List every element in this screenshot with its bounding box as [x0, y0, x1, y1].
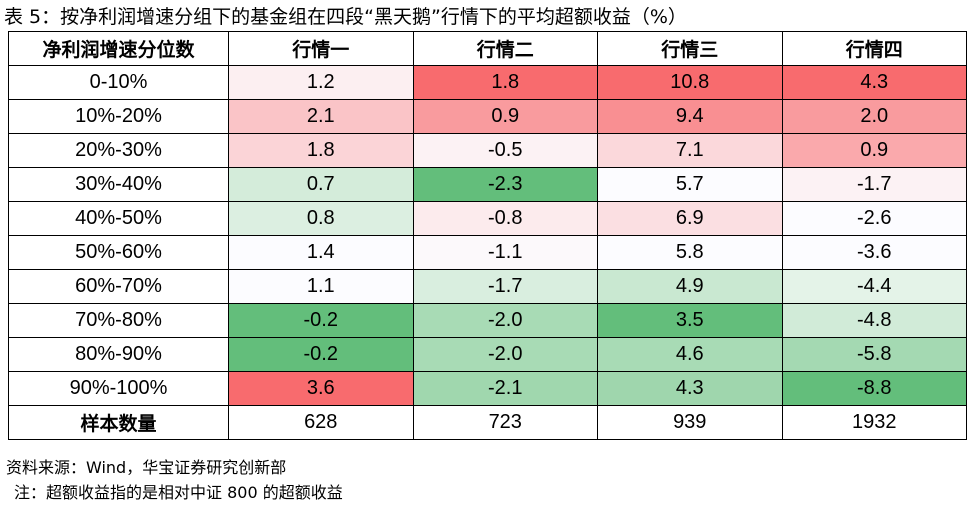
value-cell: 2.1: [228, 99, 414, 134]
value-cell: 7.1: [597, 133, 783, 168]
table-row: 20%-30% 1.8 -0.5 7.1 0.9: [8, 133, 967, 168]
value-cell: 1.8: [228, 133, 414, 168]
value-cell: -5.8: [781, 337, 967, 372]
value-cell: 0.9: [412, 99, 598, 134]
value-cell: -4.4: [781, 269, 967, 304]
value-cell: 2.0: [781, 99, 967, 134]
value-cell: 5.8: [597, 235, 783, 270]
value-cell: 9.4: [597, 99, 783, 134]
table-title: 表 5：按净利润增速分组下的基金组在四段“黑天鹅”行情下的平均超额收益（%）: [4, 6, 687, 28]
table-row: 0-10% 1.2 1.8 10.8 4.3: [8, 65, 967, 100]
value-cell: -0.8: [412, 201, 598, 236]
value-cell: -4.8: [781, 303, 967, 338]
header-market-1: 行情一: [228, 31, 414, 66]
value-cell: -2.3: [412, 167, 598, 202]
value-cell: 3.6: [228, 371, 414, 406]
value-cell: -8.8: [781, 371, 967, 406]
row-label: 90%-100%: [8, 371, 229, 406]
value-cell: -2.1: [412, 371, 598, 406]
table-row: 90%-100% 3.6 -2.1 4.3 -8.8: [8, 371, 967, 406]
table-row: 60%-70% 1.1 -1.7 4.9 -4.4: [8, 269, 967, 304]
table-row: 50%-60% 1.4 -1.1 5.8 -3.6: [8, 235, 967, 270]
value-cell: 1.1: [228, 269, 414, 304]
value-cell: -2.6: [781, 201, 967, 236]
value-cell: -1.7: [412, 269, 598, 304]
row-label: 50%-60%: [8, 235, 229, 270]
row-label: 30%-40%: [8, 167, 229, 202]
value-cell: 4.6: [597, 337, 783, 372]
value-cell: -2.0: [412, 337, 598, 372]
remark-note: 注：超额收益指的是相对中证 800 的超额收益: [14, 483, 343, 502]
sample-count-cell: 723: [412, 405, 598, 440]
value-cell: 4.9: [597, 269, 783, 304]
row-label: 80%-90%: [8, 337, 229, 372]
value-cell: 6.9: [597, 201, 783, 236]
table-row: 70%-80% -0.2 -2.0 3.5 -4.8: [8, 303, 967, 338]
row-label: 10%-20%: [8, 99, 229, 134]
value-cell: 4.3: [597, 371, 783, 406]
header-market-4: 行情四: [781, 31, 967, 66]
table-row: 30%-40% 0.7 -2.3 5.7 -1.7: [8, 167, 967, 202]
row-label: 0-10%: [8, 65, 229, 100]
header-quantile: 净利润增速分位数: [8, 31, 229, 66]
table-header-row: 净利润增速分位数 行情一 行情二 行情三 行情四: [8, 31, 967, 66]
excess-return-table: 净利润增速分位数 行情一 行情二 行情三 行情四 0-10% 1.2 1.8 10.8…: [8, 31, 967, 440]
value-cell: 4.3: [781, 65, 967, 100]
sample-count-row: 样本数量 628 723 939 1932: [8, 405, 967, 440]
value-cell: 1.4: [228, 235, 414, 270]
value-cell: -1.7: [781, 167, 967, 202]
row-label: 40%-50%: [8, 201, 229, 236]
value-cell: 1.2: [228, 65, 414, 100]
value-cell: 1.8: [412, 65, 598, 100]
header-market-2: 行情二: [412, 31, 598, 66]
value-cell: -1.1: [412, 235, 598, 270]
header-market-3: 行情三: [597, 31, 783, 66]
row-label: 20%-30%: [8, 133, 229, 168]
value-cell: 3.5: [597, 303, 783, 338]
value-cell: -0.2: [228, 303, 414, 338]
table-row: 80%-90% -0.2 -2.0 4.6 -5.8: [8, 337, 967, 372]
value-cell: -0.2: [228, 337, 414, 372]
sample-count-cell: 628: [228, 405, 414, 440]
value-cell: 0.9: [781, 133, 967, 168]
value-cell: -3.6: [781, 235, 967, 270]
value-cell: 10.8: [597, 65, 783, 100]
table-row: 40%-50% 0.8 -0.8 6.9 -2.6: [8, 201, 967, 236]
value-cell: 0.7: [228, 167, 414, 202]
sample-count-cell: 1932: [781, 405, 967, 440]
sample-count-cell: 939: [597, 405, 783, 440]
value-cell: 0.8: [228, 201, 414, 236]
value-cell: -2.0: [412, 303, 598, 338]
table-row: 10%-20% 2.1 0.9 9.4 2.0: [8, 99, 967, 134]
row-label: 60%-70%: [8, 269, 229, 304]
row-label: 70%-80%: [8, 303, 229, 338]
value-cell: 5.7: [597, 167, 783, 202]
value-cell: -0.5: [412, 133, 598, 168]
source-note: 资料来源：Wind，华宝证券研究创新部: [6, 458, 287, 477]
sample-count-label: 样本数量: [8, 405, 229, 440]
